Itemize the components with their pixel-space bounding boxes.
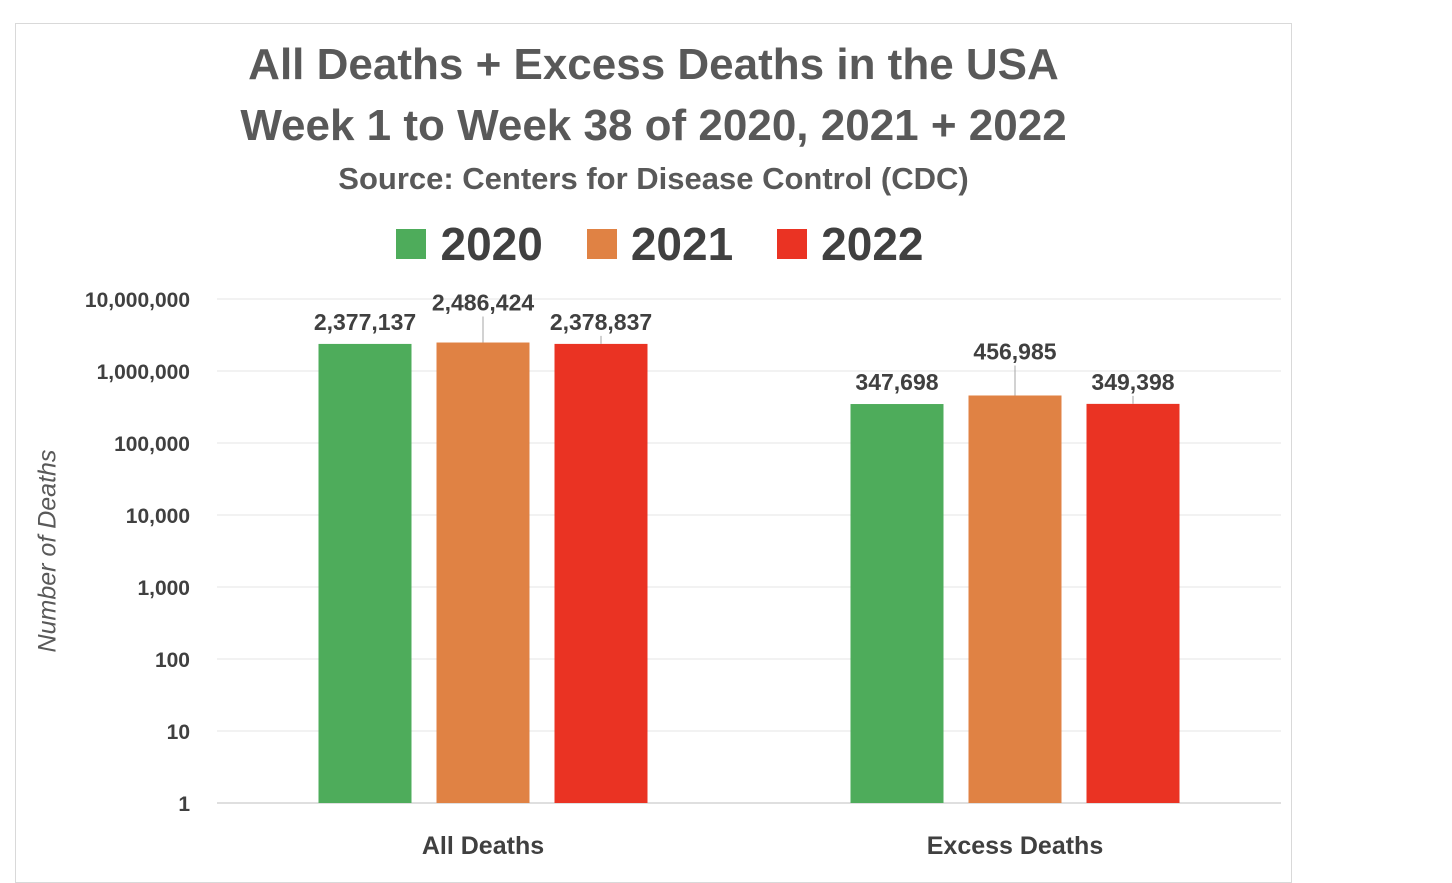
y-tick-label: 10,000 [126,505,190,528]
legend-swatch-2020 [396,229,427,259]
y-tick-label: 1 [178,793,190,816]
chart-title: All Deaths + Excess Deaths in the USA [248,40,1059,89]
y-tick-label: 10,000,000 [85,289,190,312]
data-label: 2,486,424 [432,290,535,316]
legend-swatch-2022 [777,229,808,259]
data-label: 347,698 [855,369,938,395]
y-tick-label: 100,000 [114,433,190,456]
bar [318,343,412,803]
plot-area: 1 10 100 1,000 10,000 100,000 1,000,000 10,000,… [85,289,1281,860]
legend-label-2022: 2022 [821,218,924,270]
data-label: 456,985 [973,338,1056,364]
x-category-label: All Deaths [422,832,544,860]
bar [850,404,944,803]
bar [968,395,1062,803]
legend-label-2021: 2021 [630,218,734,270]
legend-item-2022: 2022 [777,217,924,271]
bar [1086,403,1180,803]
legend-swatch-2021 [586,229,617,259]
y-tick-label: 1,000 [137,577,190,600]
chart-subtitle: Source: Centers for Disease Control (CDC… [338,161,969,196]
bar [436,342,530,803]
y-tick-label: 100 [155,649,190,672]
legend-item-2020: 2020 [396,217,543,271]
legend-item-2021: 2021 [586,217,734,271]
data-label: 2,377,137 [314,309,416,335]
legend-label-2020: 2020 [440,218,543,270]
bar [554,343,648,803]
chart-title-line2: Week 1 to Week 38 of 2020, 2021 + 2022 [240,101,1067,150]
data-label: 2,378,837 [550,309,652,335]
y-tick-label: 1,000,000 [97,361,190,384]
y-tick-label: 10 [167,721,190,744]
data-label: 349,398 [1091,369,1174,395]
x-category-label: Excess Deaths [927,832,1104,860]
chart-legend: 2020 2021 2022 [0,217,1320,271]
chart-frame [15,23,1292,883]
